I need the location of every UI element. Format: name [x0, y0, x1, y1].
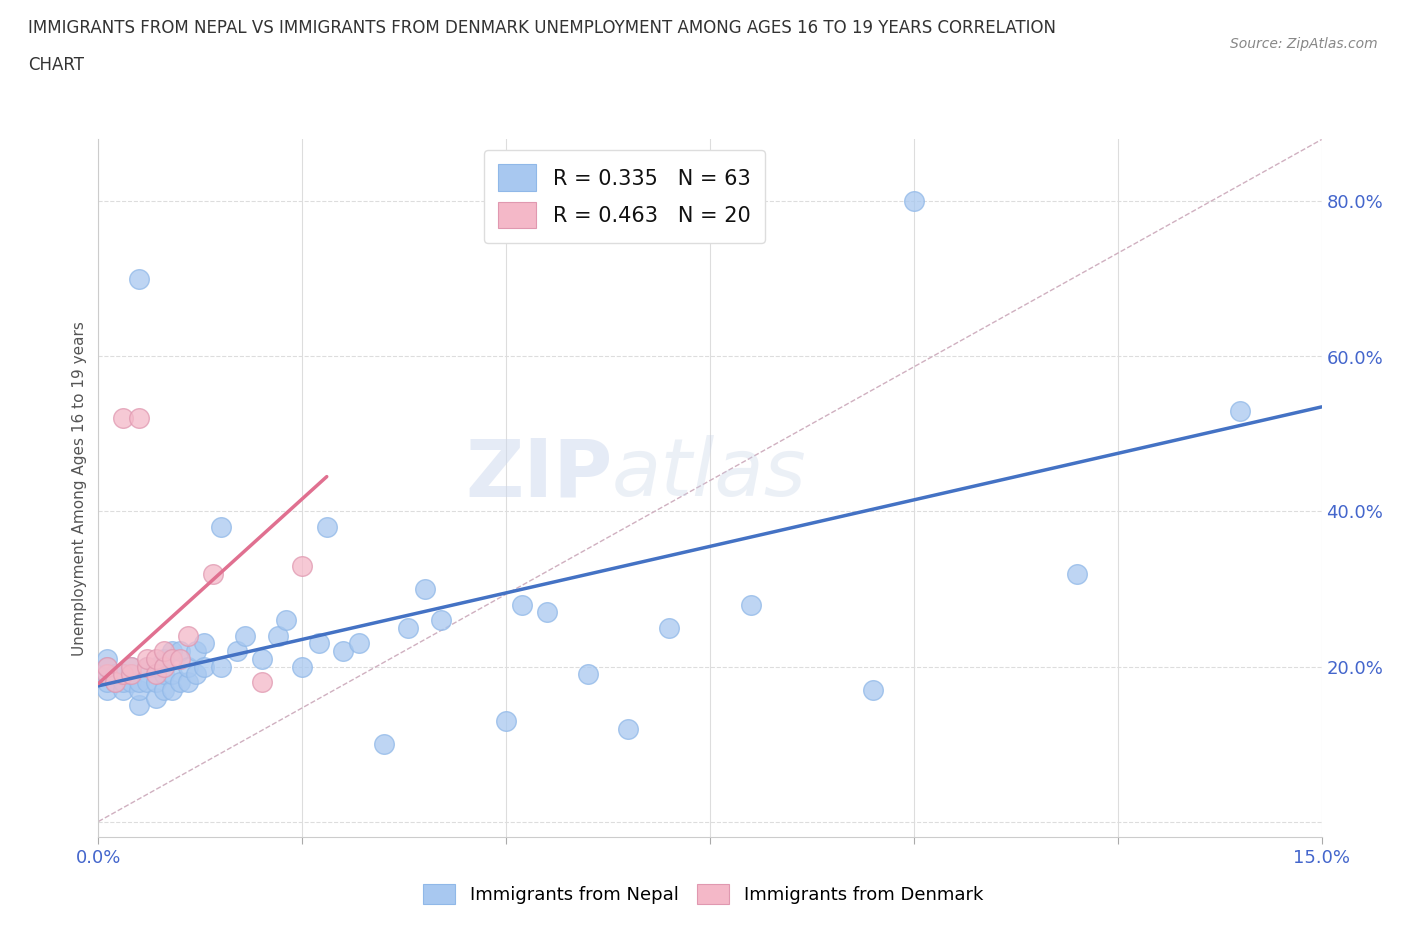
Point: [332, 644, 354, 658]
Point: [111, 411, 134, 426]
Point: [96, 667, 118, 682]
Point: [136, 674, 159, 689]
Point: [177, 659, 200, 674]
Text: atlas: atlas: [612, 435, 807, 513]
Point: [152, 651, 174, 666]
Point: [96, 667, 118, 682]
Point: [136, 651, 159, 666]
Point: [430, 613, 453, 628]
Point: [193, 659, 215, 674]
Point: [96, 659, 118, 674]
Point: [1229, 404, 1251, 418]
Legend: R = 0.335   N = 63, R = 0.463   N = 20: R = 0.335 N = 63, R = 0.463 N = 20: [484, 150, 765, 243]
Point: [160, 667, 183, 682]
Point: [96, 683, 118, 698]
Point: [315, 520, 337, 535]
Point: [120, 659, 142, 674]
Point: [96, 659, 118, 674]
Legend: Immigrants from Nepal, Immigrants from Denmark: Immigrants from Nepal, Immigrants from D…: [416, 876, 990, 911]
Point: [536, 604, 558, 619]
Point: [209, 659, 232, 674]
Point: [120, 667, 142, 682]
Point: [104, 674, 127, 689]
Point: [145, 667, 167, 682]
Point: [120, 667, 142, 682]
Text: ZIP: ZIP: [465, 435, 612, 513]
Text: CHART: CHART: [28, 56, 84, 73]
Point: [152, 683, 174, 698]
Point: [152, 667, 174, 682]
Point: [111, 674, 134, 689]
Point: [169, 674, 191, 689]
Point: [193, 636, 215, 651]
Point: [96, 651, 118, 666]
Point: [128, 674, 150, 689]
Point: [177, 628, 200, 643]
Point: [145, 674, 167, 689]
Point: [160, 683, 183, 698]
Point: [128, 683, 150, 698]
Point: [576, 667, 599, 682]
Point: [152, 644, 174, 658]
Point: [152, 659, 174, 674]
Point: [186, 644, 208, 658]
Point: [250, 674, 273, 689]
Point: [186, 667, 208, 682]
Point: [267, 628, 290, 643]
Point: [658, 620, 681, 635]
Point: [495, 713, 517, 728]
Point: [226, 644, 249, 658]
Point: [413, 581, 436, 596]
Point: [396, 620, 419, 635]
Text: Source: ZipAtlas.com: Source: ZipAtlas.com: [1230, 37, 1378, 51]
Point: [136, 659, 159, 674]
Point: [169, 651, 191, 666]
Point: [617, 721, 640, 736]
Point: [233, 628, 256, 643]
Point: [209, 520, 232, 535]
Y-axis label: Unemployment Among Ages 16 to 19 years: Unemployment Among Ages 16 to 19 years: [72, 321, 87, 656]
Point: [903, 194, 925, 209]
Point: [136, 659, 159, 674]
Point: [308, 636, 330, 651]
Point: [349, 636, 371, 651]
Point: [128, 698, 150, 712]
Point: [250, 651, 273, 666]
Point: [120, 659, 142, 674]
Point: [120, 674, 142, 689]
Point: [104, 667, 127, 682]
Point: [1066, 566, 1088, 581]
Point: [512, 597, 534, 612]
Point: [145, 659, 167, 674]
Text: IMMIGRANTS FROM NEPAL VS IMMIGRANTS FROM DENMARK UNEMPLOYMENT AMONG AGES 16 TO 1: IMMIGRANTS FROM NEPAL VS IMMIGRANTS FROM…: [28, 19, 1056, 36]
Point: [111, 683, 134, 698]
Point: [111, 667, 134, 682]
Point: [160, 644, 183, 658]
Point: [160, 651, 183, 666]
Point: [740, 597, 762, 612]
Point: [128, 411, 150, 426]
Point: [104, 674, 127, 689]
Point: [274, 613, 297, 628]
Point: [291, 558, 314, 573]
Point: [128, 272, 150, 286]
Point: [96, 674, 118, 689]
Point: [111, 667, 134, 682]
Point: [145, 690, 167, 705]
Point: [145, 651, 167, 666]
Point: [373, 737, 395, 751]
Point: [177, 674, 200, 689]
Point: [169, 644, 191, 658]
Point: [291, 659, 314, 674]
Point: [201, 566, 224, 581]
Point: [862, 683, 884, 698]
